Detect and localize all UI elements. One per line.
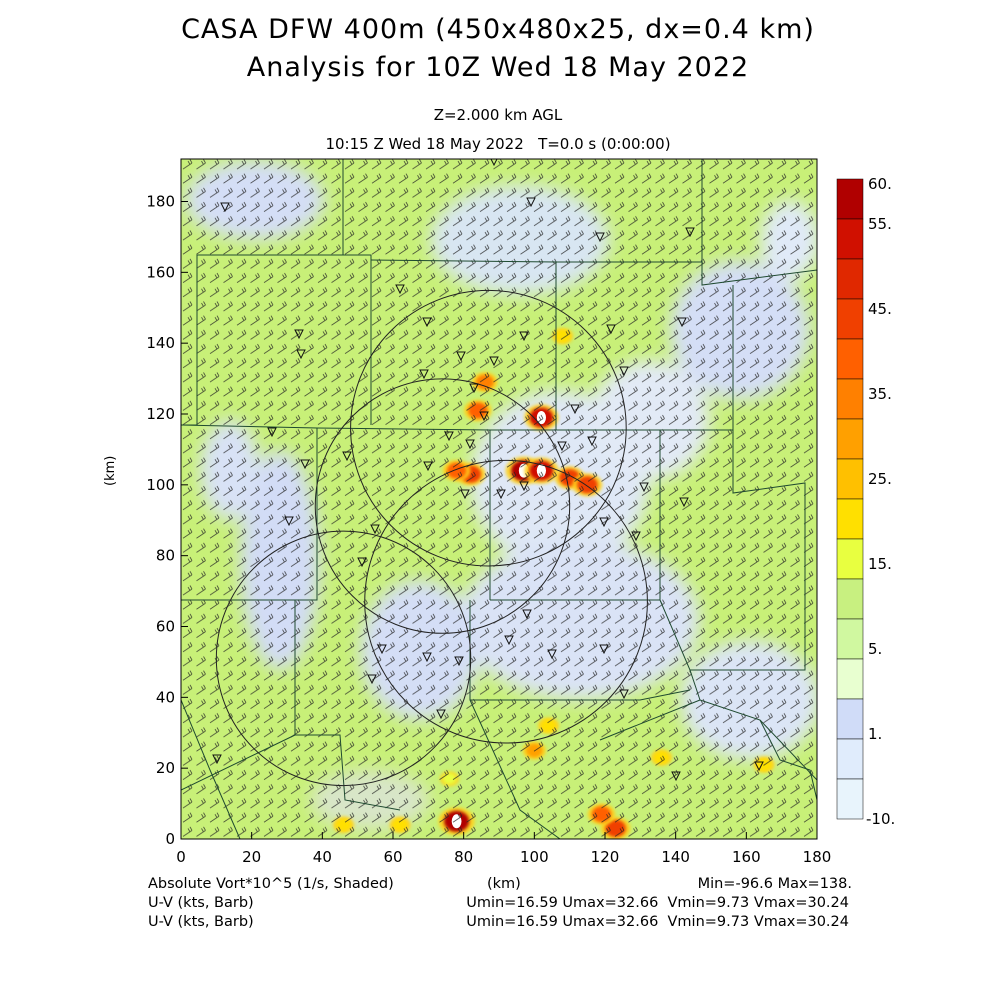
axes: 0 20 40 60 80 100 120 140 160 180 0 20 40 60 80 100 120 1… xyxy=(146,193,831,867)
colorbar-label: 5. xyxy=(868,640,882,658)
colorbar-swatch xyxy=(836,698,864,740)
y-tick-label: 140 xyxy=(146,334,175,352)
colorbar-swatch xyxy=(836,658,864,700)
colorbar-swatch xyxy=(836,418,864,460)
colorbar-swatch xyxy=(836,738,864,780)
x-tick-label: 140 xyxy=(661,848,690,866)
colorbar-label: 25. xyxy=(868,470,892,488)
radar-ring xyxy=(350,289,627,567)
min-max-label: Min=-96.6 Max=138. xyxy=(697,876,852,892)
colorbar-swatch xyxy=(836,498,864,540)
colorbar-label: 15. xyxy=(868,555,892,573)
x-tick-label: 120 xyxy=(591,848,620,866)
uv-range-2: Umin=16.59 Umax=32.66 Vmin=9.73 Vmax=30.… xyxy=(466,914,849,930)
radar-ring xyxy=(314,378,571,634)
radar-ring xyxy=(364,459,648,744)
y-tick-label: 160 xyxy=(146,263,175,281)
colorbar: 60. 55. 45. 35. 25. 15. 5. 1. -10. xyxy=(836,175,895,828)
x-tick-label: 60 xyxy=(383,848,402,866)
y-tick-label: 20 xyxy=(156,759,175,777)
colorbar-label: 1. xyxy=(868,725,882,743)
wind-barbs xyxy=(181,159,817,839)
y-tick-label: 80 xyxy=(156,547,175,565)
colorbar-label: 60. xyxy=(868,175,892,193)
y-tick-label: 60 xyxy=(156,618,175,636)
plot-frame xyxy=(180,158,818,840)
y-tick-label: 40 xyxy=(156,688,175,706)
colorbar-swatch xyxy=(836,298,864,340)
chart-subtitle: Analysis for 10Z Wed 18 May 2022 xyxy=(246,52,750,83)
radar-range-rings xyxy=(215,289,648,787)
radar-ring xyxy=(215,530,472,787)
y-axis-label: (km) xyxy=(103,455,118,486)
x-axis-label: (km) xyxy=(487,876,521,892)
colorbar-swatch xyxy=(836,538,864,580)
y-tick-label: 180 xyxy=(146,193,175,211)
colorbar-label: 35. xyxy=(868,385,892,403)
barb-description-2: U-V (kts, Barb) xyxy=(148,914,254,930)
barb-description-1: U-V (kts, Barb) xyxy=(148,895,254,911)
y-tick-label: 120 xyxy=(146,405,175,423)
county-borders xyxy=(181,159,817,839)
colorbar-swatch xyxy=(836,778,864,820)
chart-title: CASA DFW 400m (450x480x25, dx=0.4 km) xyxy=(181,14,815,45)
y-tick-label: 0 xyxy=(165,830,175,848)
x-tick-label: 80 xyxy=(454,848,473,866)
colorbar-label: -10. xyxy=(866,810,895,828)
x-tick-label: 180 xyxy=(803,848,832,866)
station-markers xyxy=(212,159,764,782)
x-tick-label: 160 xyxy=(732,848,761,866)
colorbar-swatch xyxy=(836,618,864,660)
y-tick-label: 100 xyxy=(146,476,175,494)
field-description: Absolute Vort*10^5 (1/s, Shaded) xyxy=(148,876,394,892)
colorbar-swatch xyxy=(836,258,864,300)
colorbar-swatch xyxy=(836,178,864,220)
colorbar-label: 55. xyxy=(868,215,892,233)
colorbar-swatch xyxy=(836,458,864,500)
valid-time-label: 10:15 Z Wed 18 May 2022 T=0.0 s (0:00:00… xyxy=(325,135,671,153)
x-tick-label: 0 xyxy=(176,848,186,866)
colorbar-swatch xyxy=(836,578,864,620)
colorbar-label: 45. xyxy=(868,300,892,318)
uv-range-1: Umin=16.59 Umax=32.66 Vmin=9.73 Vmax=30.… xyxy=(466,895,849,911)
level-label: Z=2.000 km AGL xyxy=(433,106,563,124)
x-tick-label: 20 xyxy=(242,848,261,866)
x-tick-label: 40 xyxy=(313,848,332,866)
colorbar-swatch xyxy=(836,378,864,420)
x-tick-label: 100 xyxy=(520,848,549,866)
colorbar-swatch xyxy=(836,338,864,380)
colorbar-swatch xyxy=(836,218,864,260)
